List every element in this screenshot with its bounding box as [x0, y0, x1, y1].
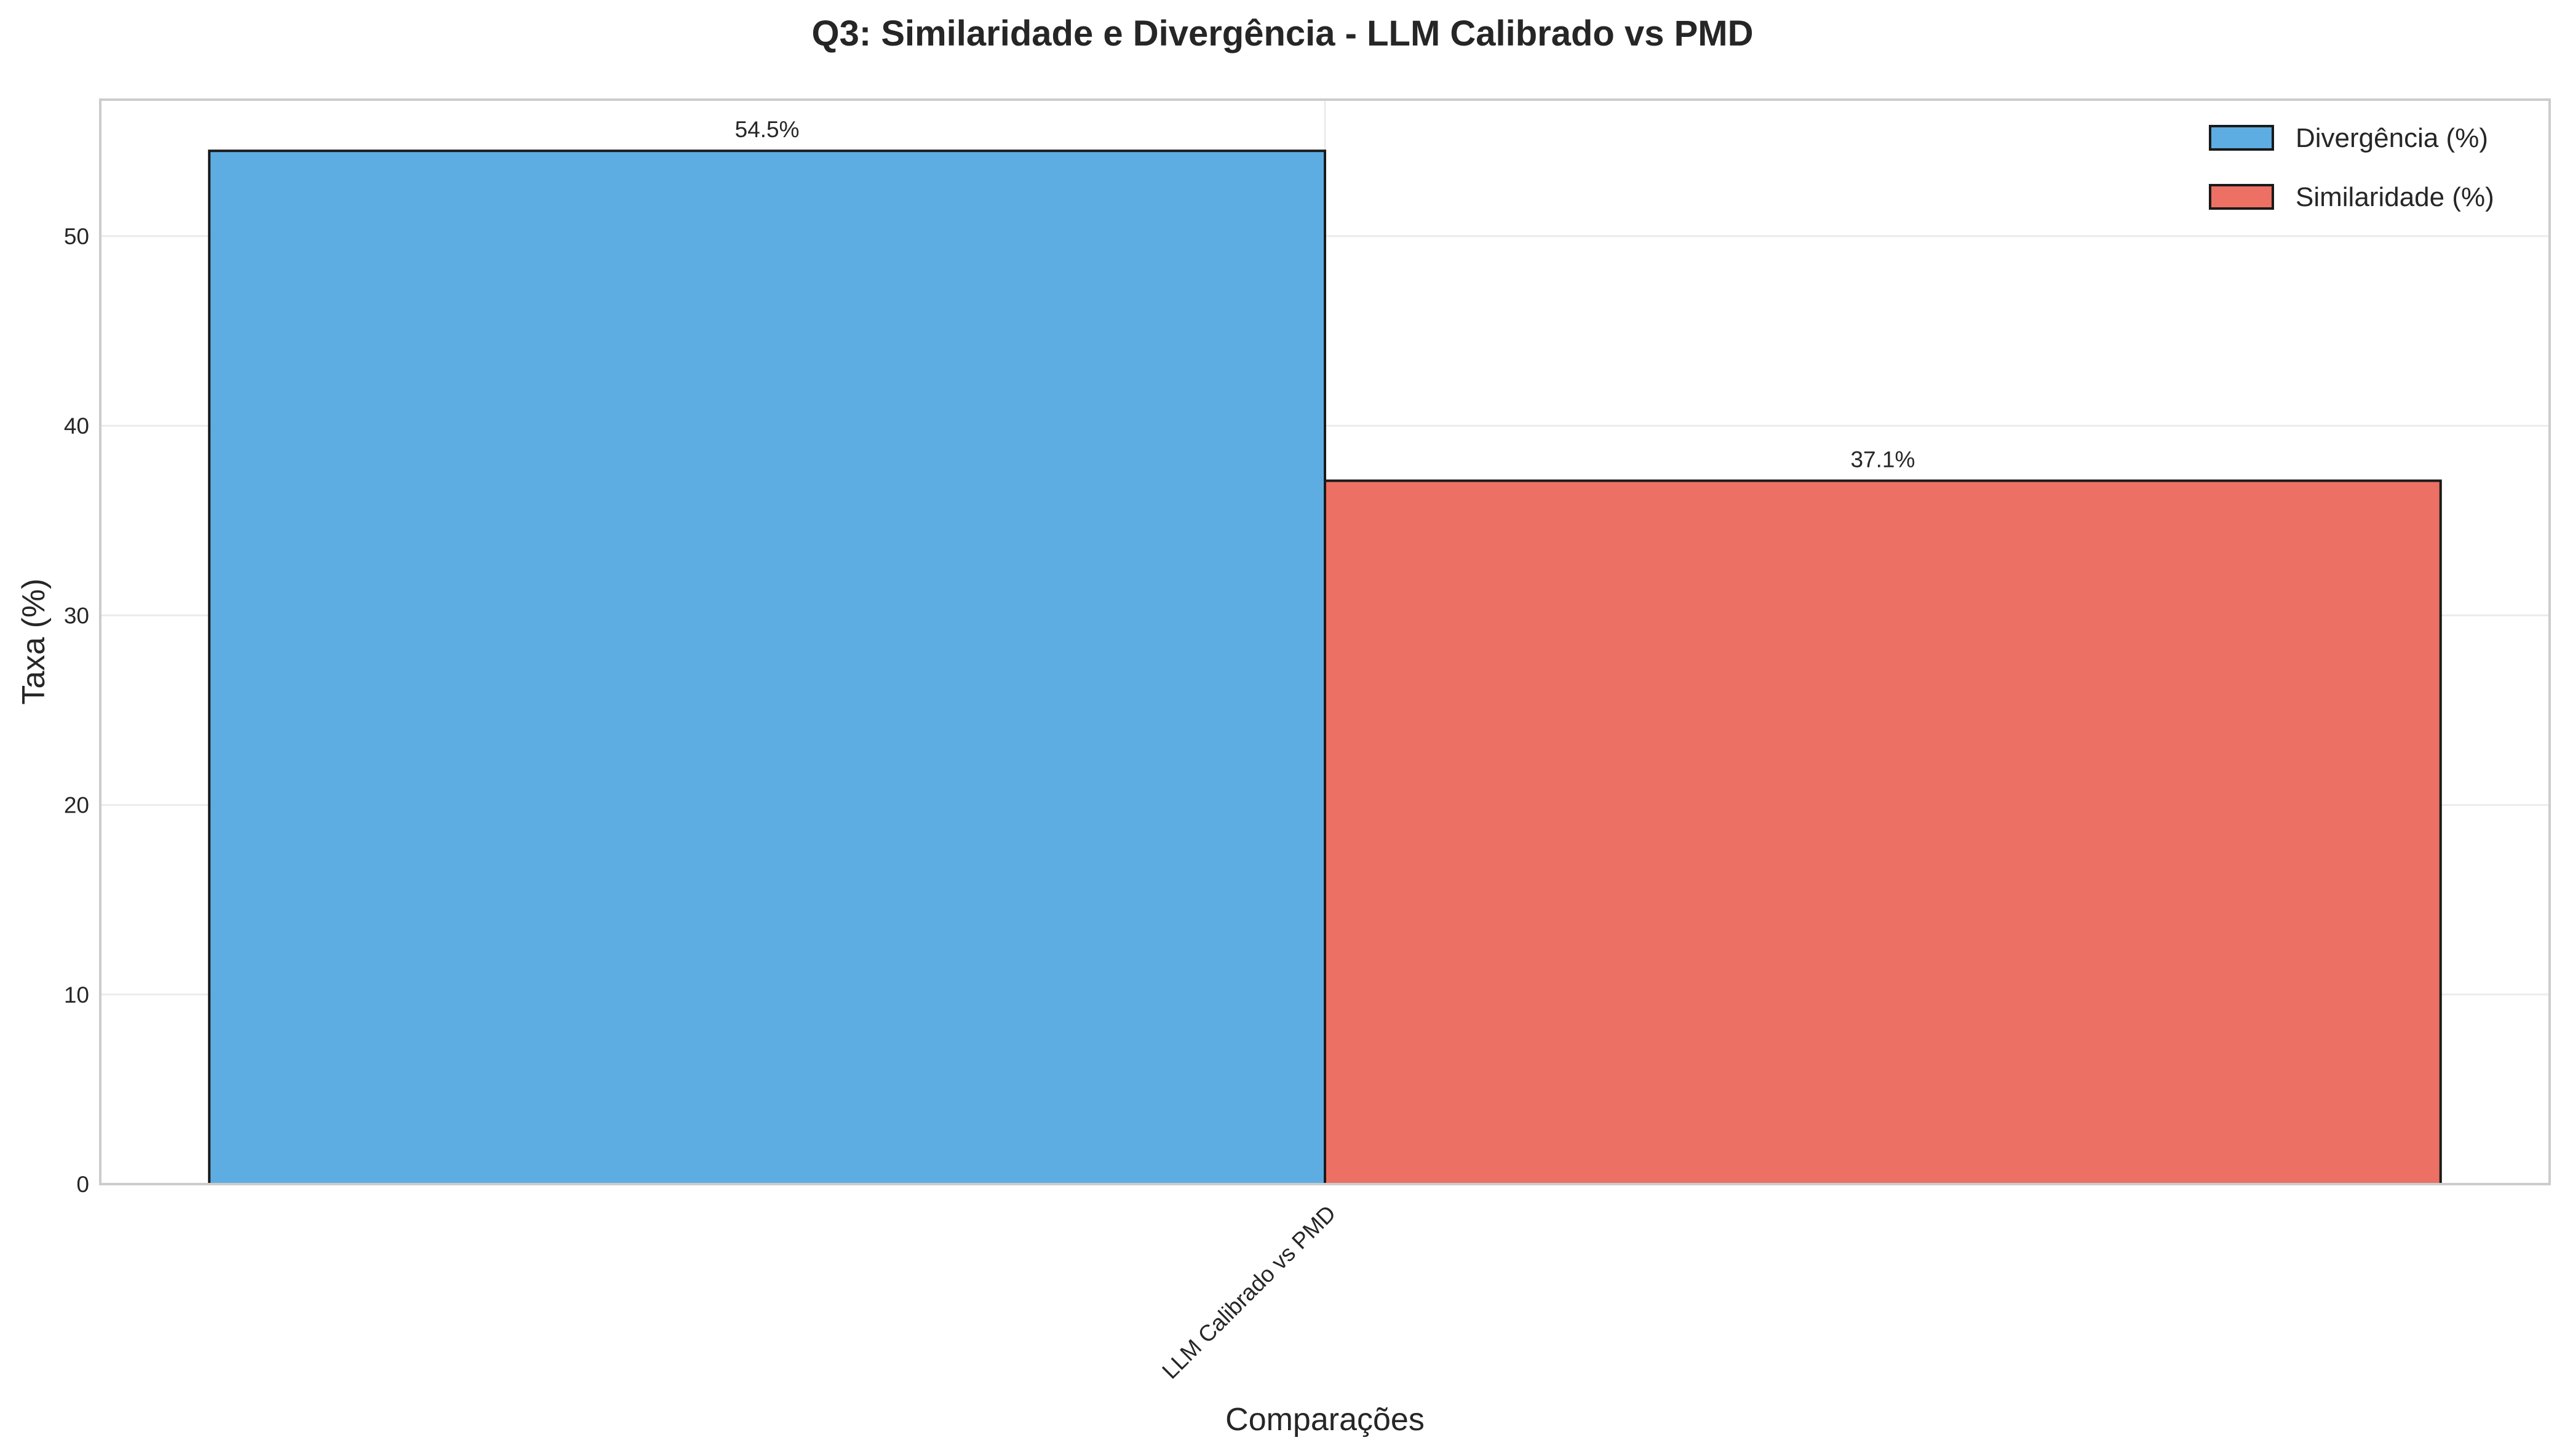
bar: [1324, 479, 2442, 1185]
legend: Divergência (%) Similaridade (%): [2209, 123, 2494, 212]
y-tick-label: 10: [64, 982, 89, 1008]
y-tick-label: 0: [76, 1172, 89, 1197]
y-tick-label: 50: [64, 224, 89, 249]
bar-value-label: 37.1%: [1850, 447, 1915, 472]
data-labels-group: 54.5% 37.1%: [735, 117, 1915, 472]
plot-frame: [99, 98, 2551, 1185]
x-axis-label: Comparações: [1225, 1402, 1425, 1438]
y-axis-ticks: 0 10 20 30 40 50: [64, 224, 89, 1197]
y-tick-label: 40: [64, 413, 89, 439]
bar: [208, 149, 1327, 1186]
y-tick-label: 30: [64, 603, 89, 628]
y-tick-label: 20: [64, 793, 89, 818]
x-axis-ticks: LLM Calibrado vs PMD: [1157, 1200, 1340, 1383]
chart-title: Q3: Similaridade e Divergência - LLM Cal…: [812, 14, 1754, 54]
x-tick-label: LLM Calibrado vs PMD: [1157, 1200, 1340, 1383]
bars-group: [208, 149, 2442, 1186]
legend-swatch: [2209, 125, 2274, 151]
legend-label: Divergência (%): [2296, 123, 2488, 153]
legend-swatch: [2209, 184, 2274, 210]
y-axis-label: Taxa (%): [16, 578, 52, 704]
bar-value-label: 54.5%: [735, 117, 800, 142]
legend-label: Similaridade (%): [2296, 182, 2494, 212]
